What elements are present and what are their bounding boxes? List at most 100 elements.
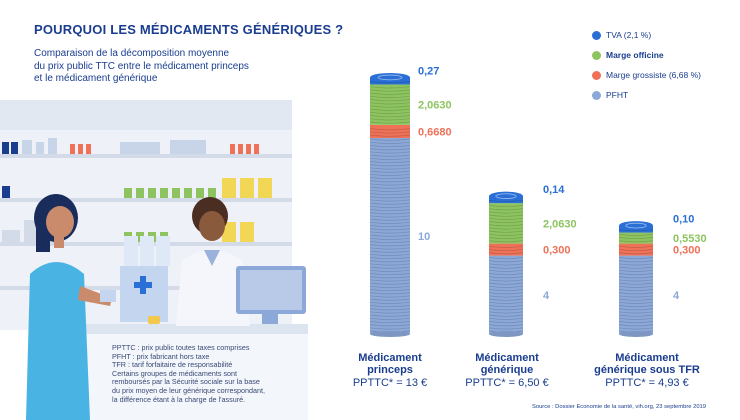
- coin-edge-line: [369, 186, 411, 189]
- bar-segment-marge_grossiste: [489, 243, 523, 256]
- coin-edge-line: [618, 237, 654, 240]
- coin-edge-line: [369, 148, 411, 151]
- coin-edge-line: [369, 128, 411, 131]
- subtitle-line: Comparaison de la décomposition moyenne: [34, 48, 230, 59]
- coin-edge-line: [369, 228, 411, 231]
- coin-edge-line: [618, 289, 654, 292]
- coin-stack-top: [489, 191, 523, 201]
- coin-edge-line: [369, 105, 411, 108]
- coin-edge-line: [488, 260, 524, 263]
- coin-edge-line: [618, 321, 654, 324]
- data-label-marge_officine: 2,0630: [418, 100, 452, 112]
- source-note: Source : Dossier Economie de la santé, v…: [531, 404, 706, 410]
- category-name-line: Médicament: [358, 352, 422, 364]
- coin-edge-line: [618, 266, 654, 269]
- legend-dot-tva: [592, 31, 601, 40]
- coin-edge-line: [369, 118, 411, 121]
- coin-edge-line: [369, 231, 411, 234]
- coin-edge-line: [369, 317, 411, 320]
- coin-edge-line: [369, 115, 411, 118]
- category-name-line: générique: [480, 364, 534, 376]
- coin-edge-line: [369, 81, 411, 84]
- coin-edge-line: [369, 298, 411, 301]
- coin-edge-line: [369, 202, 411, 205]
- coin-edge-line: [369, 108, 411, 111]
- pharmacy-illustration: [0, 100, 308, 420]
- coin-edge-line: [369, 276, 411, 279]
- page-title: POURQUOI LES MÉDICAMENTS GÉNÉRIQUES ?: [34, 22, 344, 37]
- coin-edge-line: [369, 327, 411, 330]
- coin-edge-line: [488, 324, 524, 327]
- coin-edge-line: [488, 317, 524, 320]
- coin-edge-line: [369, 218, 411, 221]
- coin-edge-line: [369, 221, 411, 224]
- coin-edge-line: [618, 229, 654, 232]
- coin-edge-line: [488, 208, 524, 211]
- coin-stack-base: [370, 331, 410, 337]
- coin-edge-line: [618, 308, 654, 311]
- coin-edge-line: [369, 196, 411, 199]
- data-label-pfht: 4: [673, 290, 680, 302]
- coin-edge-line: [618, 295, 654, 298]
- coin-edge-line: [618, 273, 654, 276]
- coin-edge-line: [618, 260, 654, 263]
- data-label-marge_officine: 0,5530: [673, 233, 707, 245]
- coin-edge-line: [618, 263, 654, 266]
- coin-edge-line: [488, 211, 524, 214]
- coin-edge-line: [488, 221, 524, 224]
- coin-stack-top: [619, 221, 653, 231]
- coin-edge-line: [618, 252, 654, 255]
- category-generique: Médicament générique PPTTC* = 6,50 €: [437, 352, 577, 390]
- data-label-marge_grossiste: 0,300: [673, 245, 701, 257]
- data-label-marge_officine: 2,0630: [543, 218, 577, 230]
- category-price: PPTTC* = 13 €: [352, 377, 428, 389]
- note-line: la différence étant à la charge de l'ass…: [112, 394, 246, 404]
- coin-edge-line: [369, 311, 411, 314]
- coin-edge-line: [369, 199, 411, 202]
- coin-edge-line: [369, 177, 411, 180]
- data-label-pfht: 10: [418, 231, 430, 243]
- coin-edge-line: [488, 237, 524, 240]
- bar-segment-marge_grossiste: [370, 124, 410, 138]
- category-princeps: Médicament princeps PPTTC* = 13 €: [320, 352, 460, 390]
- coin-edge-line: [369, 237, 411, 240]
- note-line: remboursés par la Sécurité sociale sur l…: [112, 377, 260, 387]
- coin-edge-line: [618, 245, 654, 248]
- data-label-tva: 0,27: [418, 65, 439, 77]
- coin-edge-line: [369, 292, 411, 295]
- coin-edge-line: [369, 180, 411, 183]
- definitions-notes: PPTTC : prix public toutes taxes compris…: [112, 343, 312, 404]
- coin-edge-line: [488, 266, 524, 269]
- coin-edge-line: [488, 276, 524, 279]
- coin-edge-line: [488, 301, 524, 304]
- coin-edge-line: [369, 111, 411, 114]
- coin-edge-line: [369, 145, 411, 148]
- coin-edge-line: [618, 324, 654, 327]
- coin-edge-line: [488, 240, 524, 243]
- coin-edge-line: [618, 327, 654, 330]
- subtitle-line: du prix public TTC entre le médicament p…: [34, 60, 249, 72]
- coin-edge-line: [369, 157, 411, 160]
- coin-edge-line: [488, 289, 524, 292]
- coin-edge-line: [488, 230, 524, 233]
- coin-stack-top-ring: [625, 222, 647, 229]
- coin-edge-line: [369, 273, 411, 276]
- coin-edge-line: [369, 138, 411, 141]
- coin-stack-base: [619, 331, 653, 337]
- coin-edge-line: [369, 212, 411, 215]
- coin-stack-top-ring: [495, 193, 517, 199]
- coin-edge-line: [618, 257, 654, 260]
- coin-edge-line: [488, 273, 524, 276]
- coin-stack-top: [370, 72, 410, 82]
- coin-edge-line: [369, 164, 411, 167]
- bar-segment-marge_grossiste: [619, 243, 653, 256]
- coin-edge-line: [369, 241, 411, 244]
- data-label-marge_grossiste: 0,300: [543, 245, 571, 257]
- coin-edge-line: [369, 205, 411, 208]
- coin-edge-line: [369, 301, 411, 304]
- note-line: PFHT : prix fabricant hors taxe: [112, 351, 210, 361]
- coin-edge-line: [488, 224, 524, 227]
- coin-edge-line: [488, 321, 524, 324]
- category-name-line: générique sous TFR: [594, 364, 700, 376]
